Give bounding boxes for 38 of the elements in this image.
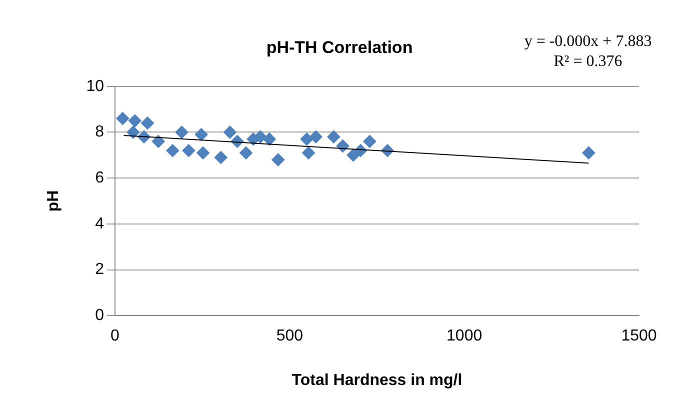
point (194, 128, 208, 142)
point (175, 126, 188, 139)
chart-title: pH-TH Correlation (266, 38, 413, 57)
y-tick-label: 10 (86, 78, 104, 95)
point (152, 134, 165, 148)
y-tick-label: 8 (95, 124, 104, 141)
point (140, 116, 154, 130)
x-tick-label: 1000 (446, 328, 482, 345)
point (126, 126, 140, 139)
x-tick-label: 500 (276, 328, 304, 345)
x-tick-label: 1500 (621, 328, 657, 345)
point (182, 144, 196, 158)
point (214, 150, 228, 164)
point (262, 132, 276, 146)
point (346, 148, 360, 162)
point (363, 134, 376, 148)
point (272, 153, 285, 166)
y-tick-label: 6 (95, 169, 104, 186)
y-tick-label: 4 (95, 215, 104, 232)
text: R² = 0.376 (554, 53, 622, 70)
point (116, 112, 130, 125)
point (196, 146, 210, 160)
text: y = -0.000x + 7.883 (524, 33, 652, 50)
point (309, 130, 322, 144)
y-axis-title: pH (45, 190, 62, 212)
point (128, 114, 142, 128)
point (254, 130, 267, 144)
y-tick-label: 0 (95, 307, 104, 324)
point (166, 144, 180, 158)
point (327, 130, 340, 144)
point (302, 146, 316, 160)
x-axis-title: Total Hardness in mg/l (292, 372, 462, 389)
point (223, 126, 236, 139)
x-tick-label: 0 (110, 328, 120, 345)
y-tick-label: 2 (95, 261, 104, 278)
point (582, 146, 596, 160)
point (300, 132, 314, 146)
point (240, 146, 252, 160)
